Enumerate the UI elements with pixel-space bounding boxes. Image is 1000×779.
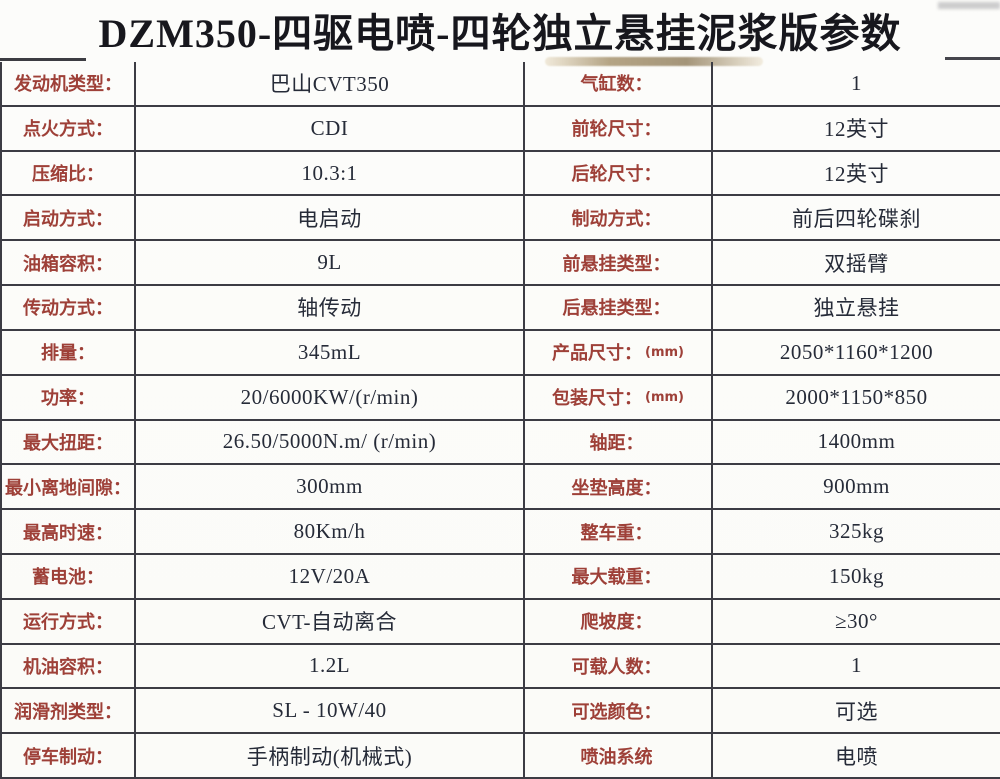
spec-label-left: 排量：	[2, 330, 136, 376]
spec-label-right-text: 轴距：	[589, 432, 644, 454]
spec-value-right: 双摇臂	[713, 241, 1000, 287]
spec-value-right: 1	[713, 62, 1000, 107]
spec-label-right-text: 制动方式：	[571, 208, 662, 230]
spec-label-right: 最大载重：	[525, 554, 713, 600]
spec-label-right: 整车重：	[525, 510, 713, 555]
spec-label-right: 喷油系统	[525, 734, 713, 779]
spec-value-left: 300mm	[136, 465, 525, 511]
spec-value-left: 80Km/h	[136, 510, 525, 555]
spec-label-right: 产品尺寸： (mm)	[525, 330, 713, 376]
spec-label-left: 运行方式：	[2, 599, 136, 645]
spec-value-right: 12英寸	[713, 152, 1000, 197]
spec-label-left: 点火方式：	[2, 106, 136, 152]
spec-label-right: 轴距：	[525, 420, 713, 466]
spec-label-left: 润滑剂类型：	[2, 689, 136, 735]
spec-value-right: 2050*1160*1200	[713, 331, 1000, 376]
spec-label-right: 包装尺寸： (mm)	[525, 375, 713, 421]
spec-value-left: 电启动	[136, 196, 525, 242]
spec-label-left: 压缩比：	[2, 151, 136, 197]
spec-value-left: SL - 10W/40	[136, 689, 525, 735]
spec-label-right-text: 前悬挂类型：	[562, 253, 671, 275]
spec-label-right-text: 可载人数：	[571, 656, 662, 678]
spec-value-left: 手柄制动(机械式)	[136, 734, 525, 779]
spec-label-right-text: 前轮尺寸：	[571, 119, 662, 141]
spec-label-left: 油箱容积：	[2, 241, 136, 287]
spec-label-right-text: 爬坡度：	[580, 612, 653, 634]
spec-label-left: 最高时速：	[2, 510, 136, 555]
spec-value-left: 10.3:1	[136, 151, 525, 197]
spec-label-right-text: 坐垫高度：	[571, 477, 662, 499]
spec-label-left: 蓄电池：	[2, 554, 136, 600]
spec-label-right: 前轮尺寸：	[525, 106, 713, 152]
spec-label-right-unit: (mm)	[645, 389, 684, 405]
watermark-smudge	[545, 57, 763, 66]
spec-label-left: 功率：	[2, 375, 136, 421]
spec-value-right: 150kg	[713, 555, 1000, 600]
spec-value-left: CVT-自动离合	[136, 599, 525, 645]
spec-label-right-text: 包装尺寸：	[552, 388, 642, 410]
spec-value-right: 1	[713, 645, 1000, 690]
spec-label-right: 爬坡度：	[525, 599, 713, 645]
spec-label-left: 机油容积：	[2, 644, 136, 690]
spec-value-left: 1.2L	[136, 644, 525, 690]
spec-label-right: 可载人数：	[525, 644, 713, 690]
spec-value-left: 26.50/5000N.m/ (r/min)	[136, 420, 525, 466]
spec-value-left: 9L	[136, 241, 525, 287]
spec-label-right: 前悬挂类型：	[525, 241, 713, 287]
top-border-right-segment	[945, 57, 1000, 60]
spec-label-right: 气缸数：	[525, 62, 713, 107]
spec-label-left: 发动机类型：	[2, 62, 136, 107]
spec-value-right: 900mm	[713, 465, 1000, 511]
spec-value-right: 独立悬挂	[713, 286, 1000, 331]
spec-value-right: 12英寸	[713, 107, 1000, 152]
spec-value-right: ≥30°	[713, 600, 1000, 645]
spec-label-right-text: 可选颜色：	[571, 701, 662, 723]
top-border-left-segment	[0, 58, 86, 61]
spec-label-right-text: 喷油系统	[580, 746, 653, 768]
spec-label-right-text: 产品尺寸：	[552, 343, 642, 365]
page-title: DZM350-四驱电喷-四轮独立悬挂泥浆版参数	[98, 11, 902, 56]
spec-label-right: 可选颜色：	[525, 689, 713, 735]
spec-label-right-text: 气缸数：	[580, 74, 653, 96]
spec-label-right: 后轮尺寸：	[525, 151, 713, 197]
spec-label-right-text: 后悬挂类型：	[562, 298, 671, 320]
spec-value-left: 20/6000KW/(r/min)	[136, 375, 525, 421]
spec-value-left: 巴山CVT350	[136, 62, 525, 107]
spec-value-right: 前后四轮碟刹	[713, 196, 1000, 242]
spec-label-right-unit: (mm)	[645, 344, 684, 360]
spec-value-right: 1400mm	[713, 421, 1000, 466]
spec-label-left: 最小离地间隙：	[2, 465, 136, 511]
spec-label-right: 坐垫高度：	[525, 465, 713, 511]
spec-value-right: 可选	[713, 689, 1000, 735]
spec-value-left: 轴传动	[136, 286, 525, 331]
spec-label-left: 启动方式：	[2, 196, 136, 242]
spec-value-right: 325kg	[713, 510, 1000, 555]
spec-label-right-text: 最大载重：	[571, 567, 662, 589]
spec-label-left: 传动方式：	[2, 286, 136, 331]
spec-table: 发动机类型： 巴山CVT350 气缸数： 1 点火方式： CDI 前轮尺寸： 1…	[0, 62, 1000, 779]
corner-artifact	[938, 2, 1000, 9]
spec-label-right-text: 后轮尺寸：	[571, 164, 662, 186]
spec-label-right-text: 整车重：	[580, 522, 653, 544]
spec-label-left: 停车制动：	[2, 734, 136, 779]
spec-value-left: CDI	[136, 106, 525, 152]
spec-label-right: 后悬挂类型：	[525, 286, 713, 331]
spec-label-left: 最大扭距：	[2, 420, 136, 466]
spec-value-left: 345mL	[136, 330, 525, 376]
spec-value-left: 12V/20A	[136, 554, 525, 600]
spec-label-right: 制动方式：	[525, 196, 713, 242]
spec-value-right: 电喷	[713, 734, 1000, 779]
spec-value-right: 2000*1150*850	[713, 376, 1000, 421]
